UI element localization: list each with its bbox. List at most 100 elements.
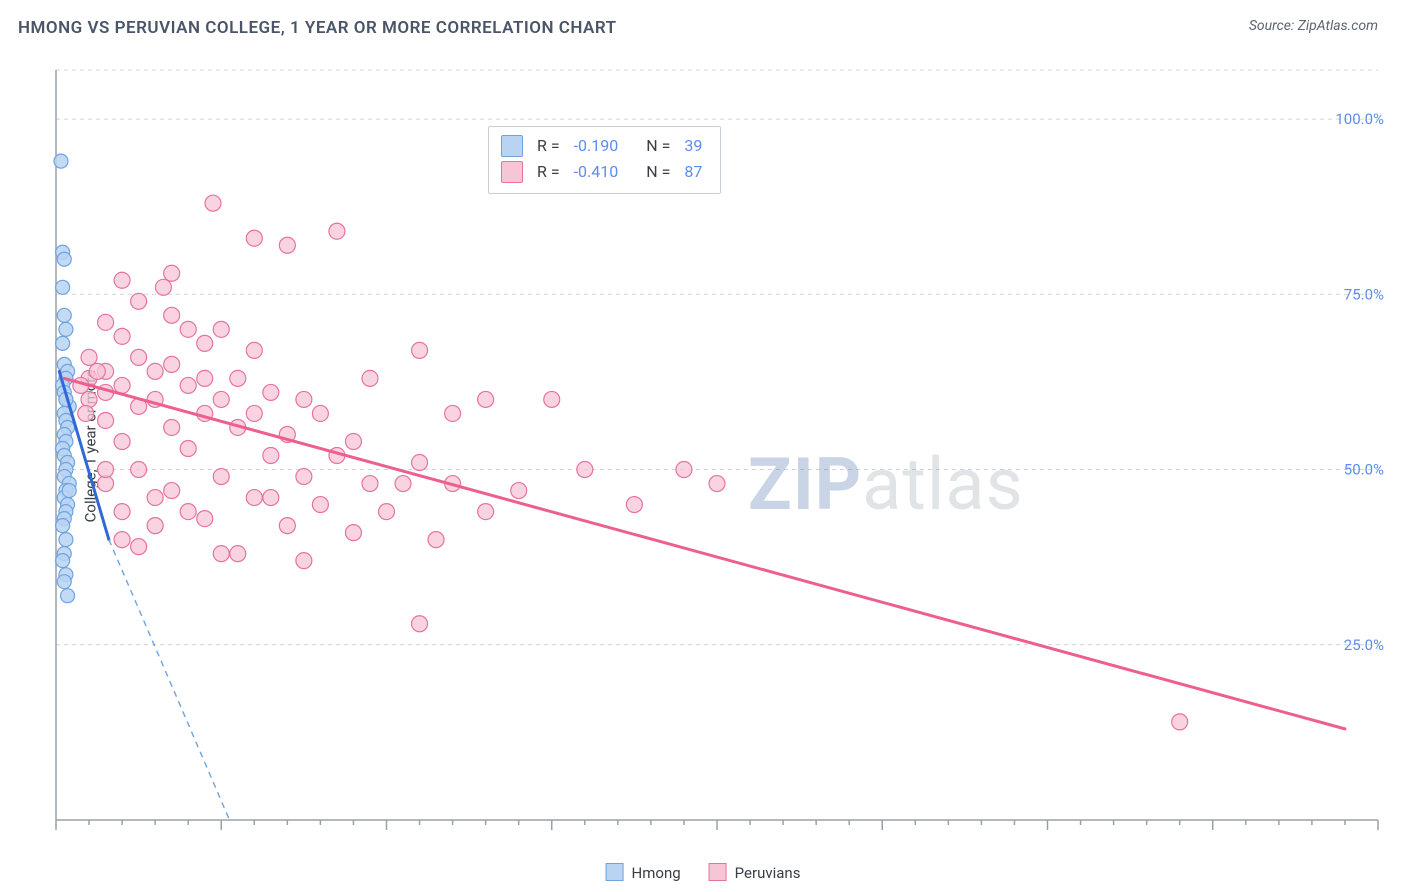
peruvians-point (626, 497, 642, 513)
peruvians-point (412, 455, 428, 471)
peruvians-point (197, 511, 213, 527)
legend-label: Peruvians (735, 864, 801, 882)
peruvians-point (205, 195, 221, 211)
peruvians-point (164, 307, 180, 323)
series-legend: Hmong Peruvians (606, 863, 801, 882)
peruvians-point (197, 335, 213, 351)
peruvians-point (81, 349, 97, 365)
peruvians-point (114, 532, 130, 548)
correlation-stats-box: R = -0.190N = 39R = -0.410N = 87 (488, 126, 721, 194)
svg-text:75.0%: 75.0% (1344, 285, 1384, 303)
hmong-point (56, 519, 70, 533)
hmong-point (57, 575, 71, 589)
peruvians-point (362, 370, 378, 386)
peruvians-point (180, 504, 196, 520)
peruvians-point (577, 462, 593, 478)
peruvians-point (131, 293, 147, 309)
legend-label: Hmong (632, 864, 681, 882)
svg-text:100.0%: 100.0% (1335, 110, 1384, 128)
peruvians-point (131, 539, 147, 555)
source-attribution: Source: ZipAtlas.com (1249, 18, 1378, 34)
peruvians-swatch-icon (709, 863, 727, 881)
hmong-swatch-icon (606, 863, 624, 881)
stat-row-hmong: R = -0.190N = 39 (501, 133, 702, 159)
peruvians-point (180, 377, 196, 393)
hmong-point (57, 308, 71, 322)
peruvians-trend-line (64, 378, 1345, 728)
peruvians-point (676, 462, 692, 478)
peruvians-point (296, 469, 312, 485)
peruvians-point (296, 553, 312, 569)
stat-row-peruvians: R = -0.410N = 87 (501, 159, 702, 185)
chart-plot-area: 0.0%80.0%25.0%50.0%75.0%100.0% R = -0.19… (48, 62, 1388, 832)
peruvians-point (428, 532, 444, 548)
peruvians-point (213, 546, 229, 562)
hmong-point (59, 533, 73, 547)
peruvians-point (379, 504, 395, 520)
peruvians-point (263, 448, 279, 464)
hmong-point (61, 589, 75, 603)
peruvians-point (98, 462, 114, 478)
peruvians-point (279, 518, 295, 534)
peruvians-point (246, 342, 262, 358)
peruvians-point (213, 391, 229, 407)
peruvians-point (709, 476, 725, 492)
peruvians-point (114, 272, 130, 288)
peruvians-point (412, 616, 428, 632)
peruvians-point (114, 504, 130, 520)
peruvians-point (114, 328, 130, 344)
peruvians-point (263, 384, 279, 400)
hmong-point (62, 484, 76, 498)
peruvians-point (395, 476, 411, 492)
hmong-point (56, 280, 70, 294)
hmong-point (57, 252, 71, 266)
peruvians-point (230, 546, 246, 562)
peruvians-point (213, 321, 229, 337)
peruvians-swatch-icon (501, 161, 523, 183)
peruvians-point (279, 237, 295, 253)
peruvians-point (197, 370, 213, 386)
peruvians-point (114, 433, 130, 449)
legend-item-peruvians: Peruvians (709, 863, 801, 882)
hmong-point (56, 336, 70, 350)
peruvians-point (98, 412, 114, 428)
chart-title: HMONG VS PERUVIAN COLLEGE, 1 YEAR OR MOR… (18, 18, 617, 38)
peruvians-point (478, 504, 494, 520)
peruvians-point (147, 490, 163, 506)
peruvians-point (114, 377, 130, 393)
peruvians-point (147, 518, 163, 534)
peruvians-point (164, 265, 180, 281)
peruvians-point (213, 469, 229, 485)
peruvians-point (230, 370, 246, 386)
peruvians-point (362, 476, 378, 492)
peruvians-point (89, 363, 105, 379)
peruvians-point (296, 391, 312, 407)
peruvians-point (312, 497, 328, 513)
peruvians-point (155, 279, 171, 295)
peruvians-point (164, 356, 180, 372)
svg-text:25.0%: 25.0% (1344, 636, 1384, 654)
peruvians-point (312, 405, 328, 421)
peruvians-point (180, 441, 196, 457)
peruvians-point (81, 391, 97, 407)
legend-item-hmong: Hmong (606, 863, 681, 882)
peruvians-point (345, 433, 361, 449)
peruvians-point (445, 405, 461, 421)
peruvians-point (544, 391, 560, 407)
peruvians-point (246, 230, 262, 246)
peruvians-point (246, 490, 262, 506)
peruvians-point (412, 342, 428, 358)
peruvians-point (78, 405, 94, 421)
hmong-point (59, 322, 73, 336)
peruvians-point (511, 483, 527, 499)
peruvians-point (164, 419, 180, 435)
peruvians-point (180, 321, 196, 337)
svg-text:50.0%: 50.0% (1344, 461, 1384, 479)
peruvians-point (164, 483, 180, 499)
peruvians-point (147, 363, 163, 379)
hmong-trend-extension (109, 540, 230, 820)
peruvians-point (131, 349, 147, 365)
peruvians-point (98, 314, 114, 330)
peruvians-point (263, 490, 279, 506)
hmong-point (54, 154, 68, 168)
